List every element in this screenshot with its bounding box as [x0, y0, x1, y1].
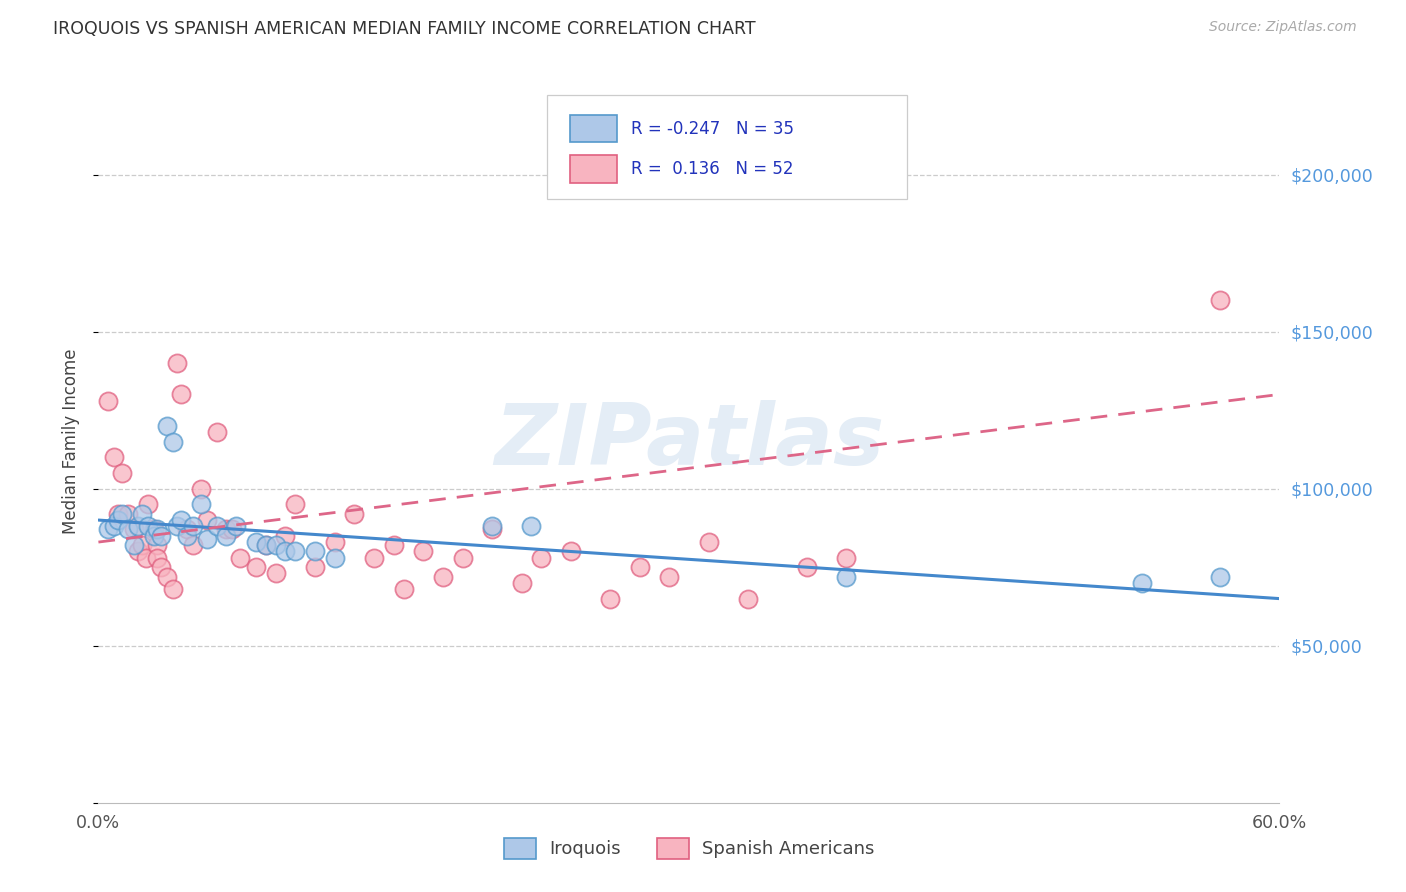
Point — [451, 550, 474, 565]
Point — [510, 575, 533, 590]
Text: Source: ZipAtlas.com: Source: ZipAtlas.com — [1209, 20, 1357, 34]
Point — [205, 519, 228, 533]
Point — [245, 560, 267, 574]
Point — [150, 560, 173, 574]
Point — [205, 425, 228, 439]
Point — [162, 582, 184, 597]
Point — [136, 519, 159, 533]
Point — [156, 569, 179, 583]
Point — [117, 507, 139, 521]
Point — [135, 550, 157, 565]
Point — [195, 532, 218, 546]
Point — [162, 434, 184, 449]
Point — [150, 529, 173, 543]
Point — [530, 550, 553, 565]
Point — [97, 393, 120, 408]
Point — [835, 569, 858, 583]
Point — [481, 519, 503, 533]
Text: ZIPatlas: ZIPatlas — [494, 400, 884, 483]
Point — [142, 529, 165, 543]
Point — [343, 507, 366, 521]
Text: R =  0.136   N = 52: R = 0.136 N = 52 — [631, 161, 793, 178]
Point — [190, 497, 212, 511]
Point — [835, 550, 858, 565]
Point — [111, 466, 134, 480]
Point — [111, 507, 134, 521]
Point — [131, 538, 153, 552]
Point — [599, 591, 621, 606]
Point — [127, 544, 149, 558]
Y-axis label: Median Family Income: Median Family Income — [62, 349, 80, 534]
Point — [304, 544, 326, 558]
Point — [146, 538, 169, 552]
Point — [520, 519, 543, 533]
Point — [432, 569, 454, 583]
Point — [176, 529, 198, 543]
Point — [166, 519, 188, 533]
Point — [146, 523, 169, 537]
Point — [107, 507, 129, 521]
Point — [170, 513, 193, 527]
Point — [284, 497, 307, 511]
Point — [737, 591, 759, 606]
Point — [97, 523, 120, 537]
Point — [117, 523, 139, 537]
Point — [274, 544, 297, 558]
Point — [221, 523, 243, 537]
Point — [412, 544, 434, 558]
Legend: Iroquois, Spanish Americans: Iroquois, Spanish Americans — [496, 830, 882, 866]
Point — [127, 519, 149, 533]
FancyBboxPatch shape — [547, 95, 907, 200]
Point — [215, 523, 238, 537]
Point — [190, 482, 212, 496]
Point — [363, 550, 385, 565]
Point — [323, 535, 346, 549]
Point — [1130, 575, 1153, 590]
Point — [136, 497, 159, 511]
Point — [225, 519, 247, 533]
Point — [304, 560, 326, 574]
Point — [697, 535, 720, 549]
Point — [254, 538, 277, 552]
Point — [229, 550, 252, 565]
Point — [658, 569, 681, 583]
Point — [181, 519, 204, 533]
Point — [142, 523, 165, 537]
Point — [131, 507, 153, 521]
Point — [274, 529, 297, 543]
Point — [254, 538, 277, 552]
Text: IROQUOIS VS SPANISH AMERICAN MEDIAN FAMILY INCOME CORRELATION CHART: IROQUOIS VS SPANISH AMERICAN MEDIAN FAMI… — [53, 20, 756, 37]
Point — [170, 387, 193, 401]
Point — [215, 529, 238, 543]
Point — [103, 519, 125, 533]
Point — [195, 513, 218, 527]
Point — [107, 513, 129, 527]
Point — [103, 450, 125, 465]
Point — [264, 538, 287, 552]
Point — [122, 523, 145, 537]
Text: R = -0.247   N = 35: R = -0.247 N = 35 — [631, 120, 794, 137]
Point — [796, 560, 818, 574]
Point — [166, 356, 188, 370]
Bar — [569, 155, 617, 183]
Point — [176, 523, 198, 537]
Point — [1209, 569, 1232, 583]
Point — [1209, 293, 1232, 308]
Point — [245, 535, 267, 549]
Point — [323, 550, 346, 565]
Point — [156, 418, 179, 433]
Point — [122, 538, 145, 552]
Point — [146, 550, 169, 565]
Bar — [569, 115, 617, 143]
Point — [560, 544, 582, 558]
Point — [382, 538, 405, 552]
Point — [264, 566, 287, 581]
Point — [481, 523, 503, 537]
Point — [628, 560, 651, 574]
Point — [392, 582, 415, 597]
Point — [284, 544, 307, 558]
Point — [181, 538, 204, 552]
